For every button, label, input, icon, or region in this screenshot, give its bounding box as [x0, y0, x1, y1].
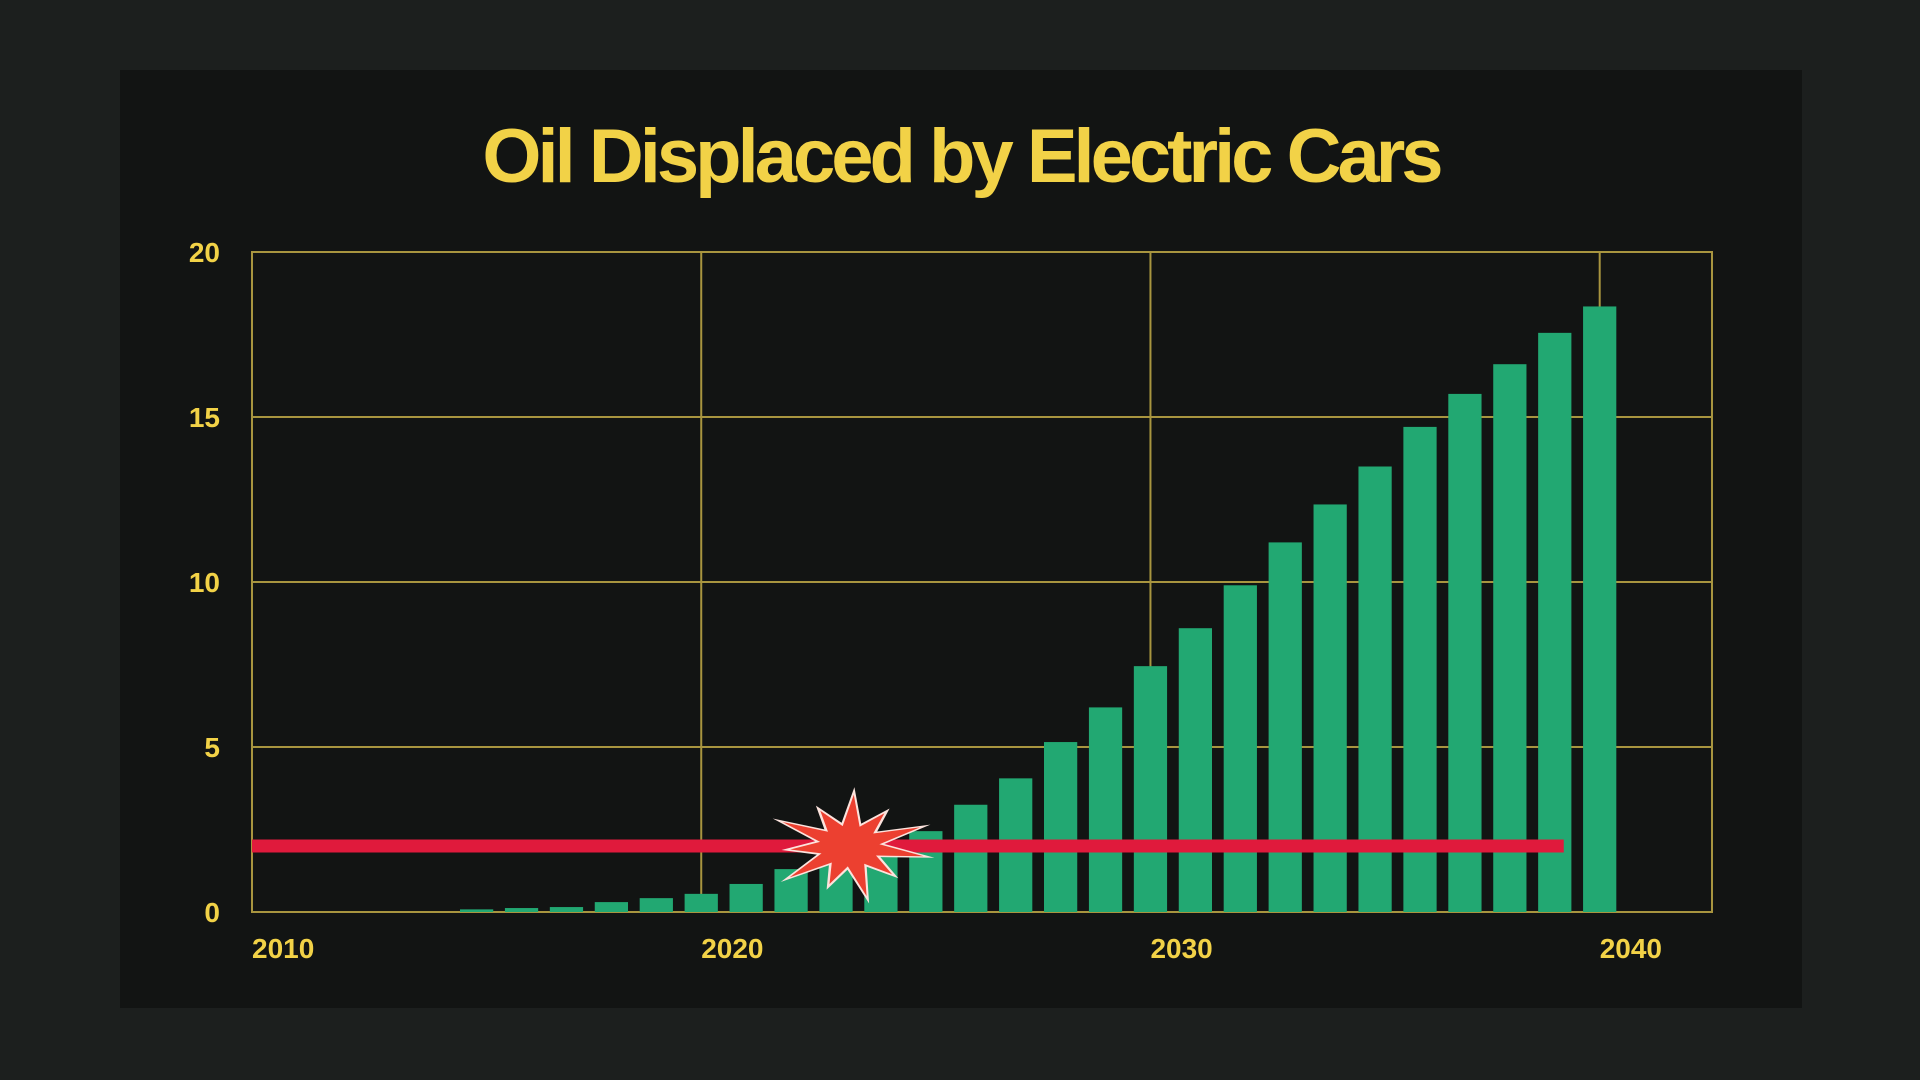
- x-tick-label: 2030: [1150, 933, 1212, 964]
- bar: [459, 909, 494, 912]
- bar: [1088, 707, 1123, 912]
- bar: [504, 908, 539, 912]
- bar: [729, 883, 763, 912]
- y-tick-label: 5: [204, 732, 220, 763]
- bar: [1493, 364, 1527, 912]
- bar: [1358, 466, 1392, 912]
- tick-labels: 0 5 10 15 20 2010 2020 2030 2040: [189, 237, 1662, 964]
- bars: [459, 306, 1617, 913]
- x-tick-label: 2010: [252, 933, 314, 964]
- bar: [549, 907, 584, 912]
- bar: [1178, 628, 1213, 912]
- bar: [1268, 542, 1302, 912]
- bar: [684, 893, 718, 912]
- bar: [1403, 426, 1437, 912]
- bar: [639, 898, 673, 912]
- y-tick-label: 10: [189, 567, 220, 598]
- bar: [1223, 585, 1257, 912]
- bar: [1043, 742, 1078, 912]
- bar: [954, 804, 988, 912]
- bar: [594, 902, 629, 912]
- reference-line-group: [252, 787, 1564, 904]
- chart-title: Oil Displaced by Electric Cars: [482, 114, 1443, 199]
- y-tick-label: 15: [189, 402, 220, 433]
- bar: [1133, 666, 1168, 912]
- bar: [1583, 306, 1617, 912]
- y-tick-label: 20: [189, 237, 220, 268]
- burst-marker: [782, 794, 924, 897]
- x-tick-label: 2040: [1600, 933, 1662, 964]
- y-tick-label: 0: [204, 897, 220, 928]
- bar: [1448, 393, 1482, 912]
- bar: [1538, 332, 1572, 913]
- x-tick-label: 2020: [701, 933, 763, 964]
